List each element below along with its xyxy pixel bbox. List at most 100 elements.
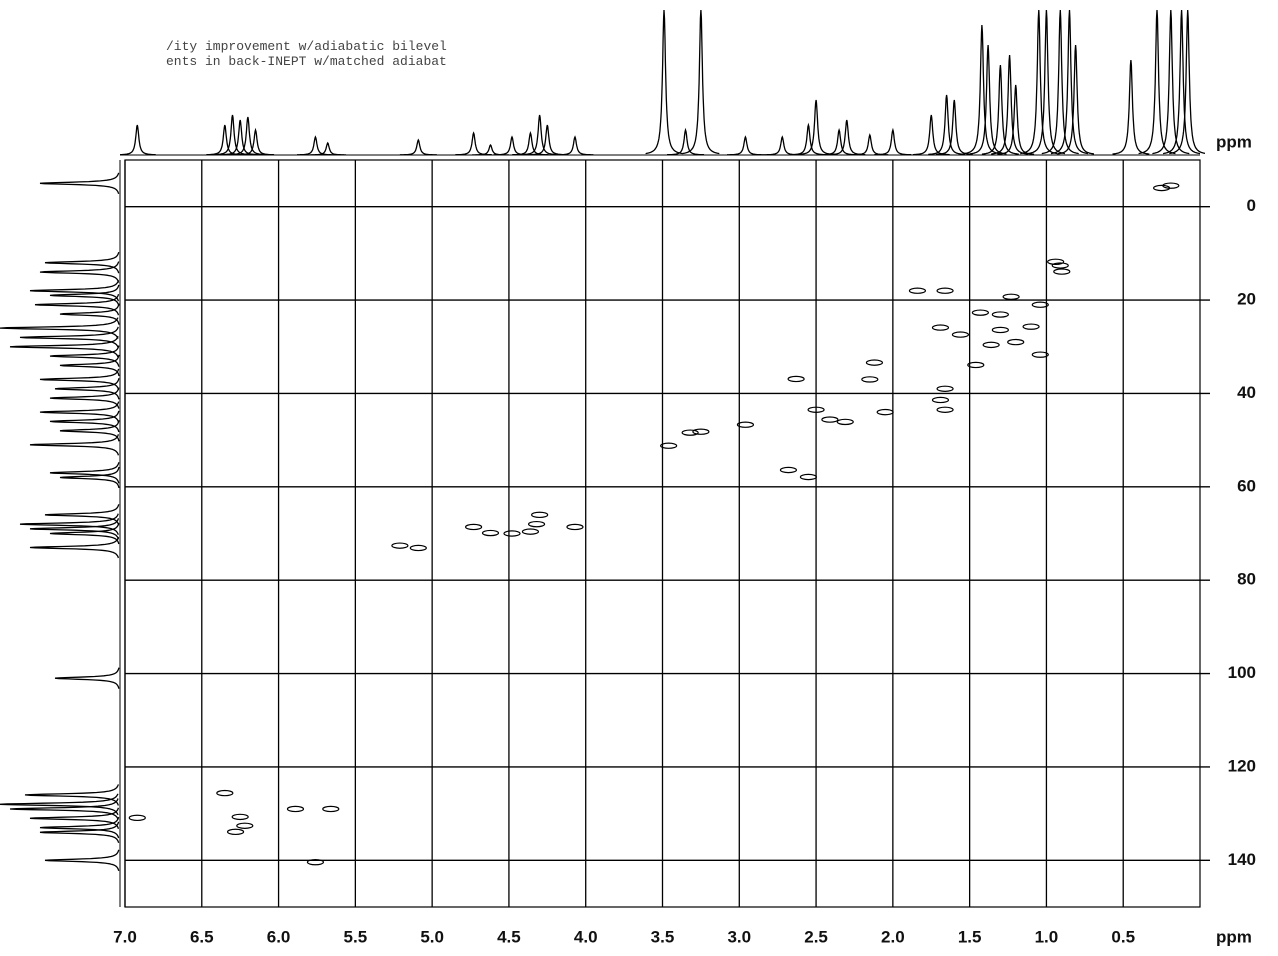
proton-peak bbox=[981, 64, 1019, 155]
y-tick-label: 0 bbox=[1247, 196, 1256, 215]
cross-peak bbox=[465, 523, 483, 531]
proton-peak bbox=[851, 133, 889, 156]
x-tick-label: 5.5 bbox=[344, 927, 368, 946]
carbon-peak bbox=[49, 284, 120, 307]
proton-peak bbox=[521, 114, 559, 156]
proton-peak bbox=[820, 127, 858, 156]
cross-peak bbox=[908, 287, 927, 294]
proton-peak bbox=[969, 44, 1007, 155]
cross-peak bbox=[971, 309, 989, 316]
cross-peak bbox=[982, 341, 1000, 349]
x-tick-label: 6.0 bbox=[267, 927, 291, 946]
cross-peak bbox=[531, 511, 549, 519]
carbon-peak bbox=[59, 420, 120, 442]
proton-peak bbox=[512, 131, 549, 156]
proton-peak bbox=[928, 94, 965, 156]
cross-peak bbox=[527, 520, 546, 528]
proton-peak bbox=[1050, 10, 1089, 155]
y-tick-label: 40 bbox=[1237, 383, 1256, 402]
cross-peak bbox=[1153, 184, 1171, 192]
top-projection bbox=[120, 10, 1205, 156]
y-tick-label: 120 bbox=[1228, 756, 1256, 775]
y-tick-label: 140 bbox=[1228, 850, 1256, 869]
cross-peak bbox=[787, 375, 805, 383]
carbon-peak bbox=[29, 434, 120, 456]
carbon-peak bbox=[59, 466, 120, 489]
carbon-peak bbox=[39, 261, 120, 283]
cross-peak bbox=[128, 814, 146, 822]
proton-peak bbox=[1112, 59, 1150, 155]
cross-peak bbox=[681, 429, 699, 436]
carbon-peak bbox=[39, 368, 120, 391]
cross-peak bbox=[807, 406, 825, 413]
proton-peak bbox=[1041, 10, 1079, 155]
y-tick-label: 80 bbox=[1237, 570, 1256, 589]
proton-peak bbox=[297, 135, 334, 156]
proton-peak bbox=[790, 122, 827, 156]
cross-peak bbox=[660, 442, 678, 449]
cross-peak bbox=[736, 421, 755, 428]
cross-peak bbox=[931, 396, 950, 404]
y-tick-label: 100 bbox=[1228, 663, 1256, 682]
cross-peak bbox=[991, 311, 1009, 318]
proton-peak bbox=[874, 127, 912, 156]
cross-peak bbox=[1031, 351, 1049, 358]
carbon-peak bbox=[0, 317, 119, 339]
proton-peak bbox=[229, 116, 267, 156]
cross-peak bbox=[876, 408, 894, 416]
proton-peak bbox=[666, 127, 705, 156]
cross-peak bbox=[1007, 338, 1025, 346]
proton-peak bbox=[963, 24, 1001, 155]
cross-peak bbox=[566, 523, 584, 531]
cross-peak bbox=[1002, 293, 1020, 300]
cross-peak bbox=[1053, 268, 1071, 275]
proton-peak bbox=[828, 119, 866, 156]
x-tick-label: 3.5 bbox=[651, 927, 675, 946]
carbon-peak bbox=[59, 303, 120, 325]
carbon-peak bbox=[39, 821, 120, 844]
cross-peak bbox=[1047, 258, 1065, 265]
carbon-peak bbox=[44, 849, 120, 872]
x-tick-label: 4.0 bbox=[574, 927, 598, 946]
x-axis-title-top: ppm bbox=[1216, 132, 1252, 151]
x-tick-label: 2.5 bbox=[804, 927, 828, 946]
cross-peak bbox=[1031, 301, 1049, 308]
cross-peak bbox=[409, 544, 427, 552]
cross-peak bbox=[951, 331, 970, 338]
carbon-peak bbox=[49, 462, 120, 484]
carbon-peak bbox=[34, 294, 120, 316]
x-tick-label: 1.5 bbox=[958, 927, 982, 946]
x-tick-label: 0.5 bbox=[1111, 927, 1135, 946]
proton-peak bbox=[727, 135, 764, 156]
carbon-peak bbox=[44, 252, 120, 274]
proton-peak bbox=[1162, 10, 1201, 155]
carbon-peak bbox=[0, 793, 119, 815]
proton-peak bbox=[912, 114, 950, 156]
proton-peak bbox=[1057, 44, 1094, 155]
proton-peak bbox=[399, 138, 437, 156]
proton-peak bbox=[935, 99, 973, 156]
cross-peak bbox=[216, 789, 234, 797]
cross-peak bbox=[226, 828, 245, 836]
proton-peak bbox=[309, 141, 347, 156]
cross-peak bbox=[521, 528, 540, 535]
carbon-peak bbox=[19, 326, 119, 349]
annotation: ents in back-INEPT w/matched adiabat bbox=[166, 54, 447, 69]
cross-peak bbox=[936, 406, 954, 413]
cross-peak bbox=[861, 376, 879, 383]
cross-peak bbox=[1051, 262, 1069, 269]
proton-peak bbox=[120, 124, 156, 156]
cross-peak bbox=[799, 473, 817, 481]
annotation: /ity improvement w/adiabatic bilevel bbox=[166, 39, 447, 54]
proton-peak bbox=[236, 127, 275, 156]
carbon-peak bbox=[54, 667, 120, 689]
y-axis-title: ppm bbox=[1216, 927, 1252, 946]
proton-peak bbox=[682, 10, 720, 155]
y-tick-label: 20 bbox=[1237, 290, 1256, 309]
cross-peak bbox=[779, 466, 798, 474]
cross-peak bbox=[286, 805, 305, 813]
proton-peak bbox=[214, 114, 251, 156]
proton-peak bbox=[645, 10, 683, 155]
cross-peak bbox=[503, 530, 521, 537]
